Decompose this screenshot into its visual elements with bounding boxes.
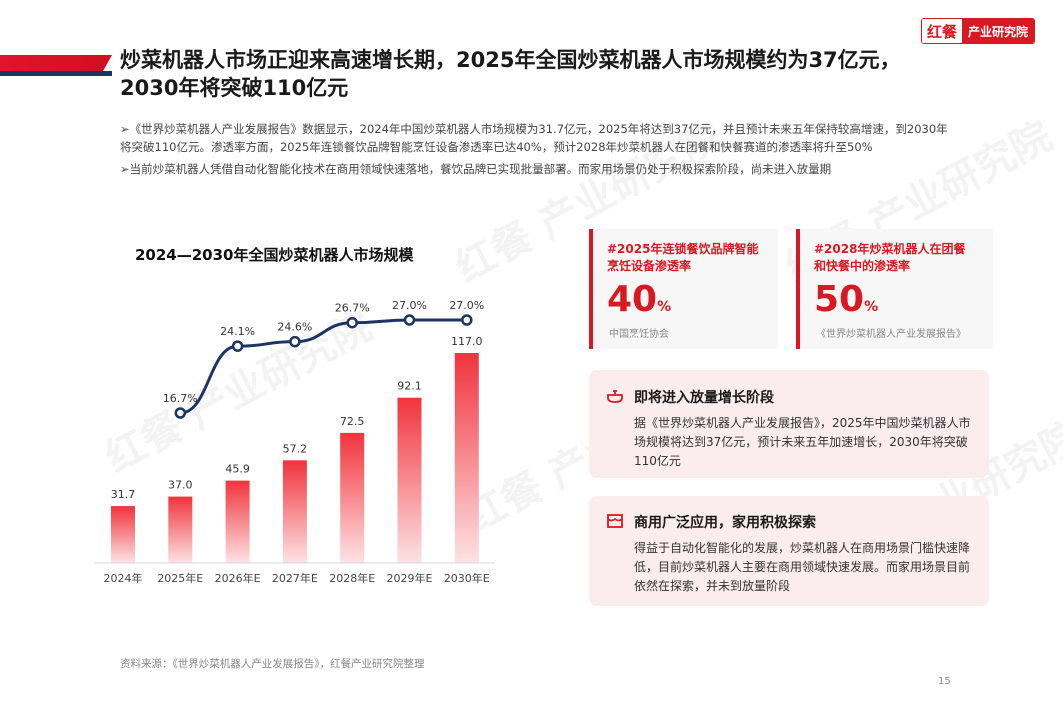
line-point bbox=[231, 340, 244, 352]
market-size-chart: 31.7 2024年 37.0 2025年E 45.9 2026年E 57.2 2027年E 7… bbox=[95, 299, 495, 585]
bullet-item: ➢当前炒菜机器人凭借自动化智能化技术在商用领域快速落地，餐饮品牌已实现批量部署。… bbox=[120, 160, 950, 178]
line-point bbox=[289, 335, 301, 348]
stat-value: 40% bbox=[607, 279, 672, 320]
stat-card-group-meal: #2028年炒菜机器人在团餐和快餐中的渗透率 50% 《世界炒菜机器人产业发展报… bbox=[796, 229, 993, 349]
chart-bar bbox=[111, 506, 135, 563]
line-point bbox=[346, 316, 358, 329]
info-heading: 即将进入放量增长阶段 bbox=[634, 390, 774, 406]
bullet-arrow-icon: ➢ bbox=[120, 162, 130, 176]
stat-source: 中国烹饪协会 bbox=[609, 329, 669, 340]
stat-card-chain-restaurant: #2025年连锁餐饮品牌智能烹饪设备渗透率 40% 中国烹饪协会 bbox=[589, 229, 778, 349]
bar-value-label: 117.0 bbox=[451, 335, 483, 348]
bar-value-label: 92.1 bbox=[397, 380, 422, 393]
page-title: 炒菜机器人市场正迎来高速增长期，2025年全国炒菜机器人市场规模约为37亿元，2… bbox=[120, 48, 901, 100]
line-value-label: 24.1% bbox=[220, 325, 255, 338]
cooking-pot-icon bbox=[606, 387, 624, 405]
line-point bbox=[461, 314, 473, 326]
bullet-text: 当前炒菜机器人凭借自动化智能化技术在商用领域快速落地，餐饮品牌已实现批量部署。而… bbox=[129, 162, 832, 176]
x-tick-label: 2028年E bbox=[329, 571, 375, 585]
bar-value-label: 37.0 bbox=[168, 479, 193, 492]
info-card-commercial: 商用广泛应用，家用积极探索 得益于自动化智能化的发展，炒菜机器人在商用场景门槛快… bbox=[589, 496, 989, 606]
chart-bar bbox=[454, 353, 479, 563]
x-tick-label: 2026年E bbox=[215, 571, 261, 585]
stat-heading: #2028年炒菜机器人在团餐和快餐中的渗透率 bbox=[814, 242, 966, 273]
info-body: 得益于自动化智能化的发展，炒菜机器人在商用场景门槛快速降低，目前炒菜机器人主要在… bbox=[634, 541, 971, 593]
chart-bar bbox=[225, 480, 250, 563]
line-value-label: 26.7% bbox=[335, 302, 370, 315]
line-value-label: 27.0% bbox=[449, 299, 484, 312]
info-body: 据《世界炒菜机器人产业发展报告》，2025年中国炒菜机器人市场规模将达到37亿元… bbox=[634, 416, 971, 468]
line-value-label: 24.6% bbox=[277, 321, 312, 334]
logo-mark: 红餐 bbox=[921, 19, 962, 43]
logo-text: 产业研究院 bbox=[961, 19, 1034, 43]
stat-source: 《世界炒菜机器人产业发展报告》 bbox=[816, 329, 966, 340]
page-number: 15 bbox=[938, 676, 951, 687]
x-tick-label: 2025年E bbox=[157, 571, 203, 585]
stat-value: 50% bbox=[814, 279, 879, 320]
x-tick-label: 2024年 bbox=[104, 571, 143, 585]
bar-value-label: 45.9 bbox=[225, 463, 250, 476]
bullet-text: 《世界炒菜机器人产业发展报告》数据显示，2024年中国炒菜机器人市场规模为31.… bbox=[120, 122, 948, 154]
bar-value-label: 31.7 bbox=[111, 488, 136, 501]
bullet-list: ➢《世界炒菜机器人产业发展报告》数据显示，2024年中国炒菜机器人市场规模为31… bbox=[120, 120, 950, 182]
bar-value-label: 57.2 bbox=[283, 442, 308, 455]
chart-bar bbox=[397, 397, 422, 563]
line-point bbox=[403, 314, 416, 326]
info-card-growth: 即将进入放量增长阶段 据《世界炒菜机器人产业发展报告》，2025年中国炒菜机器人… bbox=[589, 370, 989, 478]
line-value-label: 16.7% bbox=[163, 392, 198, 405]
brand-logo: 红餐 产业研究院 bbox=[920, 18, 1035, 44]
stat-heading: #2025年连锁餐饮品牌智能烹饪设备渗透率 bbox=[607, 242, 759, 273]
x-tick-label: 2029年E bbox=[387, 571, 433, 585]
header-accent-bar bbox=[0, 55, 112, 71]
source-note: 资料来源：《世界炒菜机器人产业发展报告》，红餐产业研究院整理 bbox=[120, 658, 425, 670]
chart-bar bbox=[340, 432, 365, 563]
bar-value-label: 72.5 bbox=[340, 415, 365, 428]
x-tick-label: 2030年E bbox=[444, 571, 490, 585]
chart-bar bbox=[168, 496, 193, 563]
line-value-label: 27.0% bbox=[392, 299, 427, 312]
chart-bar bbox=[282, 460, 307, 563]
bullet-arrow-icon: ➢ bbox=[120, 122, 130, 136]
header-accent-stripe bbox=[0, 71, 112, 76]
chart-title: 2024—2030年全国炒菜机器人市场规模 bbox=[135, 246, 414, 264]
x-tick-label: 2027年E bbox=[272, 571, 318, 585]
bullet-item: ➢《世界炒菜机器人产业发展报告》数据显示，2024年中国炒菜机器人市场规模为31… bbox=[120, 120, 950, 156]
line-point bbox=[174, 407, 187, 419]
info-heading: 商用广泛应用，家用积极探索 bbox=[634, 515, 816, 531]
storefront-icon bbox=[606, 512, 624, 530]
